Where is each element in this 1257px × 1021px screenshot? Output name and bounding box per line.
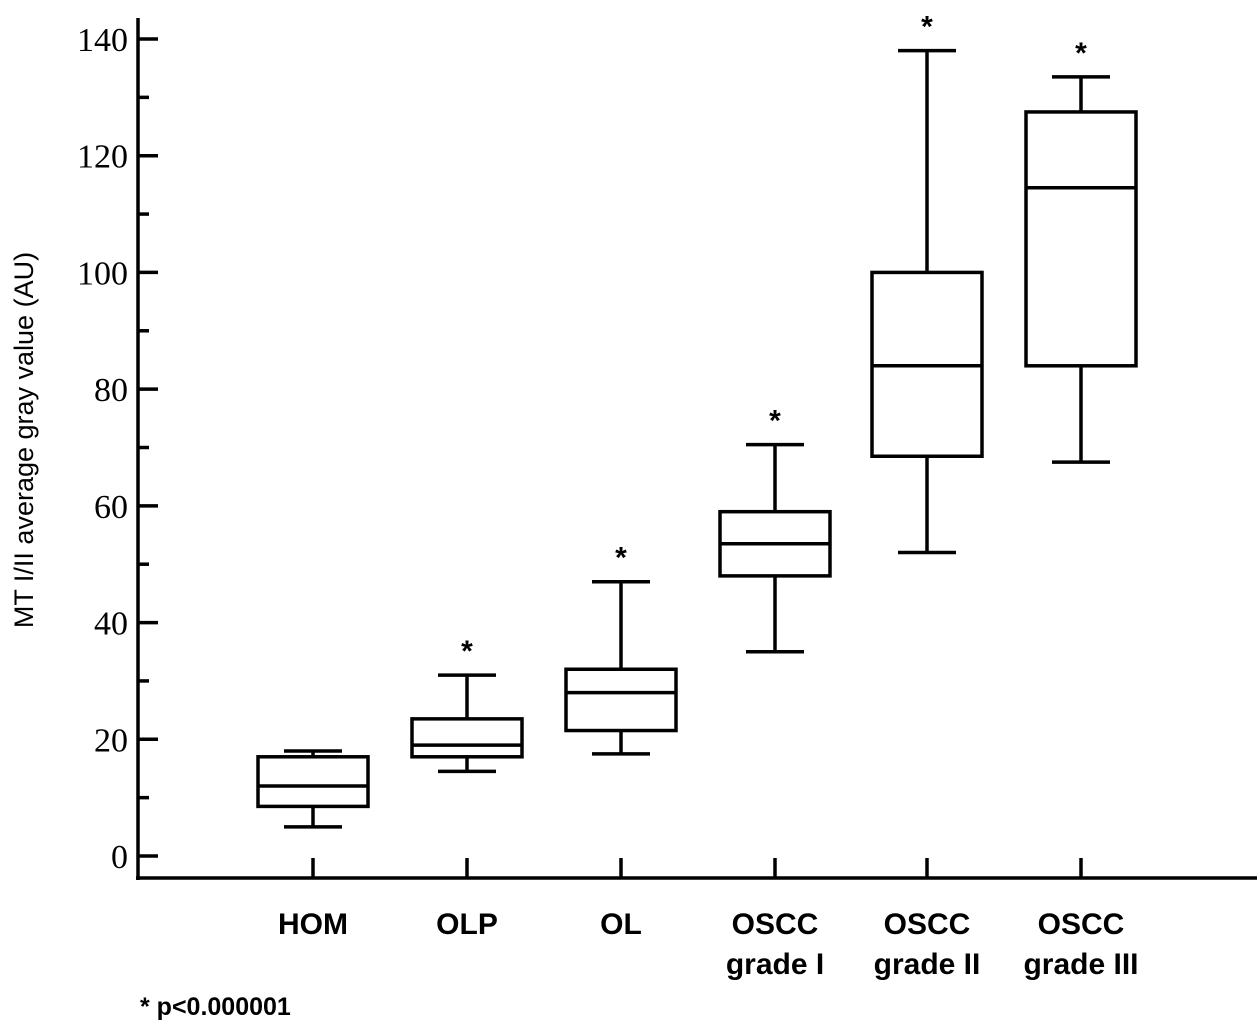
significance-marker: * [461,635,473,668]
y-tick-label: 40 [94,606,128,643]
significance-marker: * [1075,37,1087,70]
x-category-label: OSCC [1038,908,1125,941]
x-labels: HOM OLP OL OSCC grade I OSCC grade II OSCC grade… [278,858,1139,981]
iqr-box [410,717,524,759]
y-tick-label: 100 [77,255,128,292]
iqr-box [564,667,678,733]
footnote: * p<0.000001 [140,993,291,1021]
x-category-label: OLP [436,908,498,941]
iqr-box [1024,110,1138,368]
y-axis-label: MT I/II average gray value (AU) [9,252,39,628]
box-group: * [1024,37,1138,464]
x-category-label: grade II [874,948,981,981]
significance-marker: * [769,405,781,438]
box-group: * [870,11,984,555]
box-group [256,749,370,829]
x-category-label: OL [600,908,642,941]
y-tick-label: 60 [94,489,128,526]
y-tick-label: 20 [94,722,128,759]
y-tick-label: 120 [77,139,128,176]
x-category-label: OSCC [732,908,819,941]
box-group: * [718,405,832,654]
significance-marker: * [615,542,627,575]
x-category-label: HOM [278,908,348,941]
significance-marker: * [921,11,933,44]
x-category-label: grade I [726,948,824,981]
y-tick-label: 0 [111,839,128,876]
x-category-label: grade III [1023,948,1138,981]
y-tick-label: 80 [94,372,128,409]
box-group: * [410,635,524,774]
y-tick-label: 140 [77,22,128,59]
boxes: * * * * * [256,11,1138,829]
iqr-box [256,755,370,809]
x-category-label: OSCC [884,908,971,941]
y-ticks: 0 20 40 60 80 100 120 140 [77,22,158,876]
box-group: * [564,542,678,756]
